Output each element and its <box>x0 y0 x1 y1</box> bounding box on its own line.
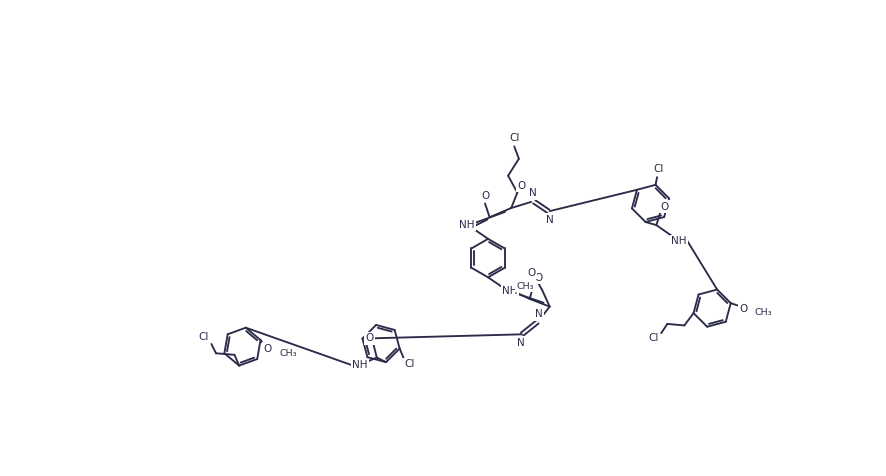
Text: Cl: Cl <box>509 133 519 143</box>
Text: CH₃: CH₃ <box>754 308 771 317</box>
Text: CH₃: CH₃ <box>279 349 296 358</box>
Text: NH: NH <box>352 360 367 370</box>
Text: Cl: Cl <box>648 333 658 343</box>
Text: O: O <box>738 304 746 314</box>
Text: N: N <box>534 309 542 319</box>
Text: Cl: Cl <box>198 332 208 342</box>
Text: N: N <box>516 338 524 348</box>
Text: O: O <box>517 181 525 191</box>
Text: N: N <box>545 215 553 225</box>
Text: O: O <box>365 333 374 343</box>
Text: N: N <box>528 188 536 198</box>
Text: Cl: Cl <box>404 359 415 369</box>
Text: NH: NH <box>458 220 474 230</box>
Text: O: O <box>526 268 535 278</box>
Text: O: O <box>480 191 488 201</box>
Text: Cl: Cl <box>653 164 663 174</box>
Text: O: O <box>263 344 271 354</box>
Text: CH₃: CH₃ <box>516 282 533 291</box>
Text: NH: NH <box>670 236 686 246</box>
Text: NH: NH <box>501 286 517 296</box>
Text: O: O <box>659 202 667 212</box>
Text: O: O <box>533 273 541 283</box>
